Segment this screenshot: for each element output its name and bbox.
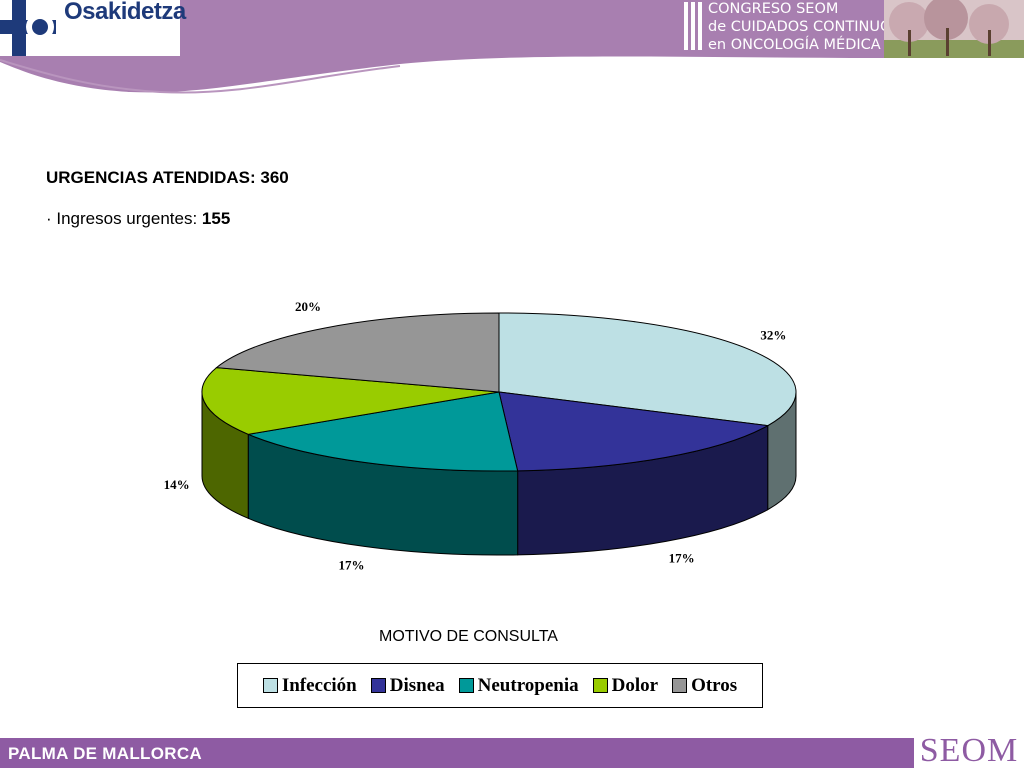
legend-item-disnea: Disnea	[370, 674, 445, 697]
header-photo	[884, 0, 1024, 58]
pie-label-infeccion: 32%	[760, 328, 786, 343]
pie-slice-otros	[215, 312, 500, 393]
legend-item-infeccion: Infección	[262, 674, 357, 697]
chart-title: MOTIVO DE CONSULTA	[379, 628, 558, 645]
congreso-bars-icon	[684, 2, 702, 50]
legend-label-disnea: Disnea	[389, 674, 445, 696]
osakidetza-logo: Osakidetza	[0, 0, 186, 56]
pie-label-disnea: 17%	[669, 551, 695, 566]
pie-slice-neutropenia	[246, 391, 519, 472]
header-banner: Osakidetza CONGRESO SEOM de CUIDADOS CON…	[0, 0, 1024, 100]
pie-slice-dolor	[201, 367, 500, 435]
pie-slice-infeccion	[498, 312, 797, 427]
legend-label-otros: Otros	[691, 674, 738, 696]
legend-item-otros: Otros	[672, 675, 737, 697]
pie-label-neutropenia: 17%	[338, 557, 364, 572]
legend-swatch-infeccion	[262, 678, 278, 693]
footer-bar: PALMA DE MALLORCA	[0, 738, 1024, 768]
osakidetza-cross-icon	[0, 0, 60, 56]
header-wave	[0, 0, 1024, 94]
legend-label-infeccion: Infección	[281, 674, 357, 696]
legend-swatch-disnea	[370, 678, 386, 693]
ingresos-prefix: · Ingresos urgentes:	[46, 209, 202, 228]
footer-location: PALMA DE MALLORCA	[8, 744, 202, 763]
congreso-line-3: en ONCOLOGÍA MÉDICA	[708, 37, 881, 53]
legend-swatch-otros	[672, 678, 688, 693]
urgencias-label: URGENCIAS ATENDIDAS: 360	[46, 168, 289, 187]
pie-label-otros: 20%	[295, 299, 321, 314]
legend-item-dolor: Dolor	[592, 674, 659, 697]
congreso-line-2: de CUIDADOS CONTINUOS	[708, 19, 901, 35]
ingresos-value: 155	[201, 209, 231, 228]
congreso-line-1: CONGRESO SEOM	[708, 1, 839, 17]
legend-label-dolor: Dolor	[611, 674, 659, 696]
pie-chart: 32% 17% 17% 14% 20%	[164, 299, 797, 572]
stats-block: URGENCIAS ATENDIDAS: 360 · Ingresos urge…	[46, 168, 289, 229]
legend-swatch-dolor	[592, 678, 608, 693]
pie-slice-disnea	[498, 391, 770, 472]
ingresos-line: · Ingresos urgentes: 155	[46, 209, 289, 229]
seom-logo: SEOM	[914, 734, 1024, 768]
legend-swatch-neutropenia	[458, 678, 474, 693]
chart-legend: Infección Disnea Neutropenia Dolor Otros	[237, 663, 763, 708]
legend-label-neutropenia: Neutropenia	[477, 674, 579, 696]
legend-item-neutropenia: Neutropenia	[458, 674, 579, 697]
pie-label-dolor: 14%	[164, 477, 190, 492]
logo-text: Osakidetza	[64, 0, 186, 25]
congreso-title: CONGRESO SEOM de CUIDADOS CONTINUOS en O…	[708, 0, 901, 54]
